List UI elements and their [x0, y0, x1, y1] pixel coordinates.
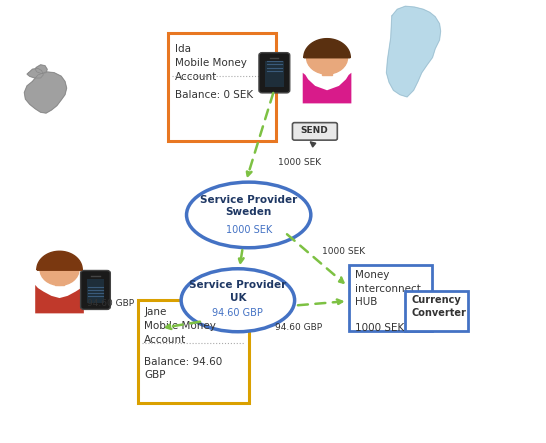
Bar	[322, 67, 333, 74]
Text: Service Provider
Sweden: Service Provider Sweden	[200, 195, 298, 218]
Polygon shape	[35, 65, 47, 74]
Circle shape	[40, 254, 79, 285]
Text: 1000 SEK: 1000 SEK	[225, 225, 272, 235]
Polygon shape	[25, 72, 67, 113]
Text: 1000 SEK: 1000 SEK	[278, 158, 322, 167]
Text: Ida
Mobile Money
Account: Ida Mobile Money Account	[175, 44, 246, 82]
Text: 94.60 GBP: 94.60 GBP	[275, 323, 322, 332]
FancyBboxPatch shape	[138, 300, 248, 403]
FancyBboxPatch shape	[293, 123, 337, 140]
Polygon shape	[302, 73, 352, 103]
Text: Jane
Mobile Money
Account: Jane Mobile Money Account	[144, 307, 216, 345]
Polygon shape	[27, 68, 43, 78]
Polygon shape	[304, 39, 351, 58]
Bar	[55, 279, 64, 285]
Polygon shape	[37, 251, 82, 270]
Circle shape	[306, 41, 348, 74]
Text: 1000 SEK: 1000 SEK	[322, 247, 365, 256]
FancyBboxPatch shape	[265, 62, 284, 87]
FancyBboxPatch shape	[87, 279, 104, 303]
Text: Balance: 0 SEK: Balance: 0 SEK	[175, 90, 253, 100]
Text: 94.60 GBP: 94.60 GBP	[212, 308, 263, 319]
Text: Money
interconnect
HUB

1000 SEK: Money interconnect HUB 1000 SEK	[355, 271, 421, 333]
Ellipse shape	[181, 269, 295, 332]
FancyBboxPatch shape	[406, 291, 467, 331]
Text: 94.60 GBP: 94.60 GBP	[87, 299, 134, 308]
FancyBboxPatch shape	[168, 33, 276, 140]
Polygon shape	[35, 285, 84, 313]
Polygon shape	[387, 6, 441, 97]
Text: Balance: 94.60
GBP: Balance: 94.60 GBP	[144, 357, 223, 380]
Ellipse shape	[187, 182, 311, 248]
FancyBboxPatch shape	[349, 265, 432, 331]
Text: SEND: SEND	[301, 126, 329, 136]
FancyBboxPatch shape	[81, 271, 110, 309]
Text: Currency
Converter: Currency Converter	[412, 295, 467, 318]
FancyBboxPatch shape	[259, 53, 290, 93]
Text: Service Provider
UK: Service Provider UK	[189, 280, 287, 303]
